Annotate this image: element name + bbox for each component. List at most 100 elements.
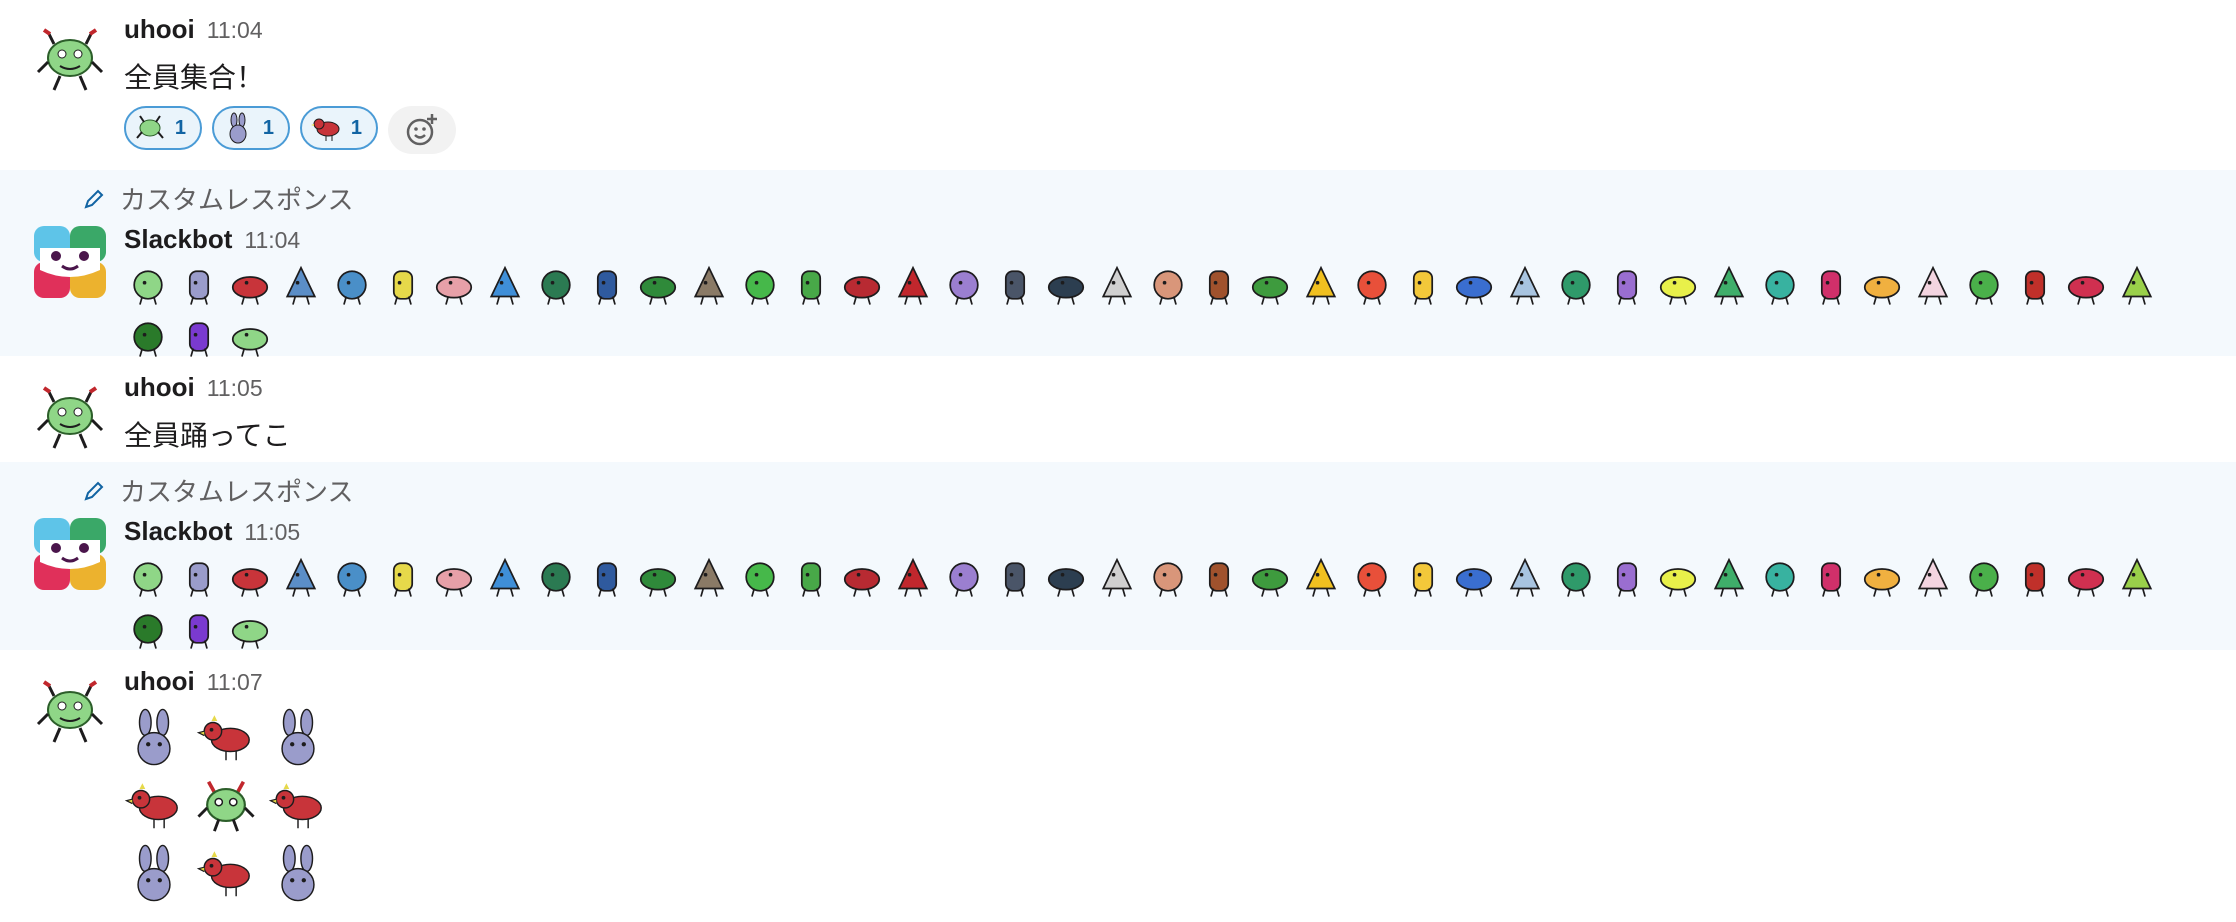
custom-emoji-icon <box>541 270 571 305</box>
custom-emoji-icon <box>337 270 367 305</box>
message-text: 全員踊ってこ <box>124 420 291 451</box>
custom-emoji-icon <box>489 265 521 305</box>
custom-emoji-icon <box>1713 265 1745 305</box>
avatar[interactable] <box>34 674 106 746</box>
custom-emoji-icon <box>843 568 881 597</box>
custom-emoji-icon <box>1561 270 1591 305</box>
emoji-list <box>124 554 2164 652</box>
timestamp[interactable]: 11:07 <box>206 669 263 695</box>
custom-emoji-icon <box>1305 265 1337 305</box>
green-monster-icon <box>36 28 104 91</box>
pencil-icon <box>84 189 104 209</box>
message-slackbot-1105: カスタムレスポンス Slackbot 11:05 <box>0 462 2236 650</box>
rabbit-icon <box>229 112 247 144</box>
avatar[interactable] <box>34 22 106 94</box>
custom-emoji-icon <box>1455 276 1493 305</box>
custom-emoji-icon <box>897 265 929 305</box>
green-monster-icon <box>36 386 104 449</box>
custom-emoji-icon <box>949 270 979 305</box>
emoji-grid <box>124 708 340 902</box>
custom-emoji-icon <box>1153 562 1183 597</box>
reaction-count: 1 <box>262 116 274 139</box>
reaction-count: 1 <box>350 116 362 139</box>
message-header: Slackbot 11:05 <box>124 516 300 547</box>
red-bird-icon <box>311 118 340 141</box>
author-name[interactable]: uhooi <box>124 666 195 696</box>
custom-emoji-icon <box>1047 276 1085 305</box>
timestamp[interactable]: 11:05 <box>206 375 263 401</box>
custom-emoji-icon <box>1412 562 1434 597</box>
reaction-red-bird[interactable]: 1 <box>300 106 378 150</box>
custom-emoji-icon <box>1616 562 1638 597</box>
avatar[interactable] <box>34 380 106 452</box>
custom-emoji-icon <box>1357 270 1387 305</box>
custom-emoji-icon <box>745 562 775 597</box>
custom-emoji-icon <box>596 562 618 597</box>
reaction-rabbit[interactable]: 1 <box>212 106 290 150</box>
message-header: Slackbot 11:04 <box>124 224 300 255</box>
custom-emoji-icon <box>1455 568 1493 597</box>
custom-emoji-icon <box>639 568 677 597</box>
custom-emoji-icon <box>1659 276 1697 305</box>
custom-emoji-icon <box>843 276 881 305</box>
slackbot-icon <box>34 518 106 590</box>
custom-emoji-icon <box>285 557 317 597</box>
custom-response-text: カスタムレスポンス <box>120 185 354 215</box>
timestamp[interactable]: 11:04 <box>206 17 263 43</box>
custom-emoji-icon <box>392 270 414 305</box>
custom-emoji-icon <box>1765 270 1795 305</box>
green-monster-icon <box>197 780 255 832</box>
red-bird-icon <box>124 783 178 829</box>
custom-emoji-icon <box>2067 276 2105 305</box>
message-header: uhooi 11:04 <box>124 14 263 45</box>
red-bird-icon <box>196 715 250 761</box>
custom-emoji-icon <box>1004 562 1026 597</box>
message-header: uhooi 11:05 <box>124 372 263 403</box>
add-reaction-button[interactable] <box>388 106 456 154</box>
custom-emoji-icon <box>1659 568 1697 597</box>
message-uhooi-1104: uhooi 11:04 全員集合！ 1 1 1 <box>0 0 2236 165</box>
timestamp[interactable]: 11:05 <box>244 519 301 545</box>
reaction-green-monster[interactable]: 1 <box>124 106 202 150</box>
custom-emoji-icon <box>188 562 210 597</box>
timestamp[interactable]: 11:04 <box>244 227 301 253</box>
message-uhooi-1105: uhooi 11:05 全員踊ってこ <box>0 358 2236 462</box>
author-name[interactable]: Slackbot <box>124 224 233 254</box>
green-monster-icon <box>136 115 164 139</box>
red-bird-icon <box>196 851 250 897</box>
avatar[interactable] <box>34 226 106 298</box>
custom-emoji-icon <box>1305 557 1337 597</box>
author-name[interactable]: uhooi <box>124 372 195 402</box>
custom-emoji-icon <box>337 562 367 597</box>
message-uhooi-1107: uhooi 11:07 <box>0 652 2236 922</box>
custom-emoji-icon <box>1969 562 1999 597</box>
custom-emoji-icon <box>231 328 269 357</box>
custom-emoji-icon <box>1208 562 1230 597</box>
message-slackbot-1104: カスタムレスポンス Slackbot 11:04 <box>0 170 2236 357</box>
reaction-count: 1 <box>174 116 186 139</box>
custom-emoji-icon <box>1004 270 1026 305</box>
custom-emoji-icon <box>392 562 414 597</box>
author-name[interactable]: uhooi <box>124 14 195 44</box>
custom-emoji-icon <box>1969 270 1999 305</box>
add-emoji-icon <box>406 114 437 146</box>
custom-emoji-icon <box>897 557 929 597</box>
custom-emoji-icon <box>1561 562 1591 597</box>
custom-emoji-icon <box>1208 270 1230 305</box>
custom-emoji-icon <box>1412 270 1434 305</box>
emoji-list <box>124 262 2164 360</box>
custom-emoji-icon <box>1863 568 1901 597</box>
custom-emoji-icon <box>1101 557 1133 597</box>
custom-emoji-icon <box>133 322 163 357</box>
custom-emoji-icon <box>133 562 163 597</box>
rabbit-icon <box>281 708 315 766</box>
custom-emoji-icon <box>1820 562 1842 597</box>
custom-emoji-icon <box>133 270 163 305</box>
custom-response-label: カスタムレスポンス <box>82 472 353 509</box>
custom-emoji-icon <box>1917 557 1949 597</box>
author-name[interactable]: Slackbot <box>124 516 233 546</box>
custom-emoji-icon <box>1616 270 1638 305</box>
custom-emoji-icon <box>2121 557 2153 597</box>
avatar[interactable] <box>34 518 106 590</box>
message-text: 全員集合！ <box>124 62 265 93</box>
